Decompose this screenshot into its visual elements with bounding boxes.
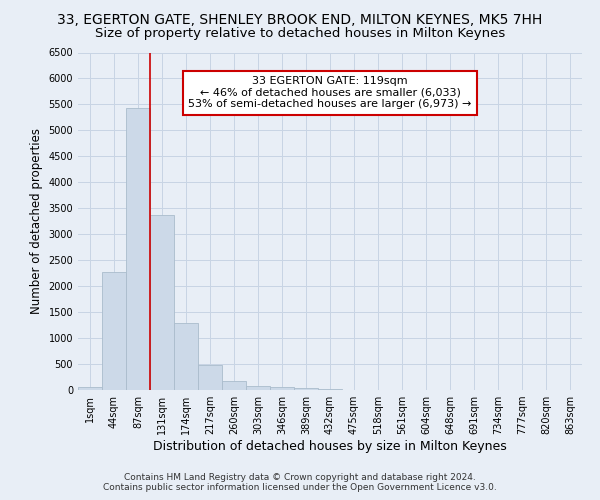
Bar: [102, 272, 126, 390]
Bar: [222, 381, 246, 390]
Bar: [246, 386, 270, 390]
Bar: [126, 108, 150, 390]
Bar: [294, 388, 318, 390]
Bar: [270, 387, 294, 390]
Text: Contains HM Land Registry data © Crown copyright and database right 2024.
Contai: Contains HM Land Registry data © Crown c…: [103, 473, 497, 492]
Text: 33, EGERTON GATE, SHENLEY BROOK END, MILTON KEYNES, MK5 7HH: 33, EGERTON GATE, SHENLEY BROOK END, MIL…: [58, 12, 542, 26]
Text: Size of property relative to detached houses in Milton Keynes: Size of property relative to detached ho…: [95, 28, 505, 40]
Bar: [198, 365, 222, 390]
Y-axis label: Number of detached properties: Number of detached properties: [30, 128, 43, 314]
Bar: [174, 322, 198, 390]
Text: 33 EGERTON GATE: 119sqm
← 46% of detached houses are smaller (6,033)
53% of semi: 33 EGERTON GATE: 119sqm ← 46% of detache…: [188, 76, 472, 110]
Bar: [78, 387, 102, 390]
Bar: [150, 214, 174, 390]
Bar: [318, 389, 342, 390]
X-axis label: Distribution of detached houses by size in Milton Keynes: Distribution of detached houses by size …: [153, 440, 507, 453]
